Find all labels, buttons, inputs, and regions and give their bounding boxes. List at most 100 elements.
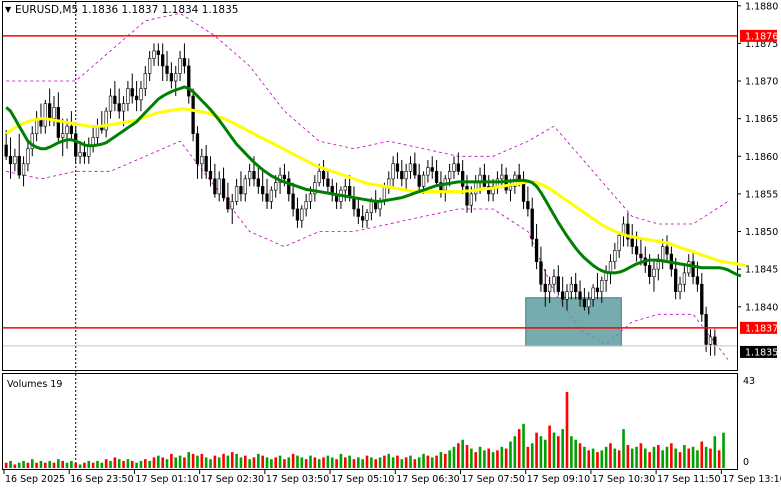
candle-bull (369, 201, 374, 214)
candle-bull (13, 155, 17, 165)
candle-bear (195, 133, 200, 165)
candle-bull (591, 287, 595, 300)
candlesticks (4, 43, 717, 356)
candle-bull (426, 167, 430, 176)
candle-bull (121, 103, 126, 112)
time-tick-label: 17 Sep 07:50 (461, 474, 524, 485)
price-tick-label: 1.1880 (745, 1, 778, 12)
candle-bear (74, 133, 78, 157)
candle-bull (391, 163, 395, 180)
candle-bear (530, 208, 534, 240)
candle-bull (78, 152, 82, 157)
candle-bear (626, 223, 630, 240)
price-axis[interactable]: 1.1880 1.1875 1.1870 1.1865 1.1860 1.1855 1.18… (737, 1, 778, 313)
candle-bear (252, 171, 256, 180)
price-tick-label: 1.1875 (745, 39, 778, 50)
candle-bull (604, 272, 608, 281)
candle-bear (191, 95, 195, 134)
candle-bull (230, 201, 234, 210)
candle-bear (417, 174, 421, 187)
time-tick-label: 17 Sep 10:30 (592, 474, 655, 485)
time-tick-label: 17 Sep 05:10 (331, 474, 394, 485)
candle-bull (43, 103, 47, 127)
time-axis[interactable]: 16 Sep 2025 16 Sep 23:50 17 Sep 01:10 17 Se… (3, 470, 781, 485)
candle-bear (117, 103, 121, 112)
candle-bear (539, 261, 543, 285)
candle-bull (104, 110, 108, 131)
candle-bull (565, 291, 569, 300)
candle-bear (691, 261, 695, 277)
candle-bull (600, 280, 604, 293)
candle-bull (269, 189, 274, 202)
candle-bear (256, 178, 260, 187)
time-tick-label: 17 Sep 09:10 (527, 474, 590, 485)
candle-bull (217, 178, 221, 195)
candle-bear (574, 283, 578, 293)
candle-bull (234, 186, 239, 202)
candle-bear (326, 178, 330, 187)
price-tick-label: 1.1840 (745, 302, 778, 313)
candle-bull (65, 125, 69, 134)
price-tick-label: 1.1865 (745, 114, 778, 125)
candle-bull (508, 186, 513, 191)
candle-bear (461, 171, 465, 187)
candle-bull (613, 250, 617, 262)
price-tick-label: 1.1870 (745, 77, 778, 88)
candle-bear (578, 291, 582, 300)
price-panel-frame (2, 1, 738, 371)
candle-bear (356, 208, 360, 217)
candle-bear (187, 65, 191, 97)
candle-bear (134, 95, 139, 101)
candle-bear (291, 193, 295, 210)
price-level-tags: 1.1876 1.1837 1.1835 (740, 29, 778, 358)
chart-menu-arrow-icon[interactable]: ▼ (5, 5, 12, 14)
candle-bull (21, 163, 26, 176)
candle-bear (561, 291, 565, 300)
candle-bull (174, 73, 178, 82)
candle-bear (582, 298, 587, 308)
candle-bull (317, 171, 321, 183)
candle-bull (452, 163, 456, 172)
candle-bull (178, 58, 182, 74)
candle-bull (52, 107, 56, 119)
candle-bear (595, 287, 600, 293)
candle-bear (526, 201, 530, 210)
candle-bull (682, 272, 687, 285)
time-tick-label: 16 Sep 2025 (5, 474, 65, 485)
candle-bear (556, 276, 560, 293)
volume-bars (4, 392, 725, 468)
candle-bear (221, 178, 226, 198)
candle-bear (713, 336, 717, 345)
candle-bear (647, 265, 652, 277)
candle-bear (287, 178, 291, 195)
moving-average-fast (5, 85, 742, 278)
candle-bear (634, 246, 639, 255)
candle-bull (617, 234, 621, 251)
candle-bear (361, 216, 365, 221)
candle-bull (126, 88, 130, 104)
candle-bull (304, 201, 308, 210)
candle-bull (387, 178, 391, 187)
candle-bear (434, 171, 439, 183)
candle-bull (91, 137, 95, 146)
volumes-panel[interactable]: Volumes 19 43 0 (2, 373, 756, 470)
candle-bull (108, 95, 113, 112)
price-tick-label: 1.1850 (745, 227, 778, 238)
candle-bull (308, 193, 313, 202)
candle-bear (700, 283, 704, 315)
candle-bull (61, 133, 65, 138)
candle-bull (152, 50, 156, 59)
candle-bear (413, 163, 417, 176)
time-tick-label: 16 Sep 23:50 (70, 474, 133, 485)
candle-bear (239, 186, 243, 195)
price-tick-label: 1.1860 (745, 152, 778, 163)
volumes-axis-max: 43 (743, 376, 755, 387)
symbol-info: EURUSD,M5 1.1836 1.1837 1.1834 1.1835 (15, 4, 238, 16)
candle-bear (695, 276, 700, 285)
candle-bear (169, 73, 174, 82)
price-panel[interactable]: ▼ EURUSD,M5 1.1836 1.1837 1.1834 1.1835 (2, 1, 746, 470)
candle-bull (421, 174, 426, 187)
volumes-axis-min: 0 (743, 457, 749, 468)
candle-bear (208, 171, 213, 180)
